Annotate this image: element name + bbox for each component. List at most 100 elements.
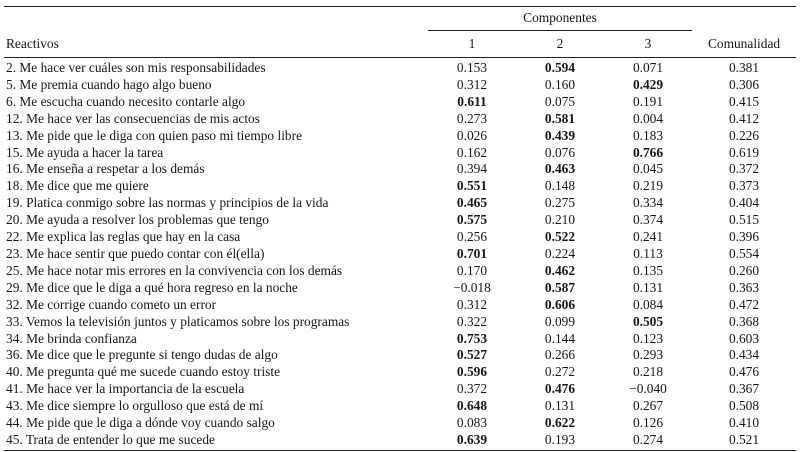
item-label: 41. Me hace ver la importancia de la esc… — [6, 381, 245, 397]
table-row: 19. Platica conmigo sobre las normas y p… — [4, 195, 796, 212]
component-1-loading: 0.465 — [456, 195, 488, 211]
table-row: 44. Me pide que le diga a dónde voy cuan… — [4, 415, 796, 432]
header-component-numbers-row: 1 2 3 — [4, 30, 796, 58]
component-1-loading: 0.083 — [456, 415, 488, 431]
component-1-loading: −0.018 — [453, 279, 491, 295]
table-row: 2. Me hace ver cuáles son mis responsabi… — [4, 58, 796, 77]
communality-value: 0.508 — [728, 398, 760, 414]
table-row: 16. Me enseña a respetar a los demás 0.39… — [4, 161, 796, 178]
component-3-loading: 0.219 — [632, 178, 664, 194]
component-2-loading: 0.275 — [544, 195, 576, 211]
communality-value: 0.260 — [728, 262, 760, 278]
communality-value: 0.603 — [728, 330, 760, 346]
factor-loadings-table: Reactivos Componentes Comunalidad 1 2 3 … — [4, 6, 797, 451]
item-label: 20. Me ayuda a resolver los problemas qu… — [6, 212, 269, 228]
component-2-loading: 0.131 — [544, 398, 576, 414]
component-1-loading: 0.372 — [456, 381, 488, 397]
component-3-loading: 0.274 — [604, 431, 693, 451]
component-2-loading: 0.462 — [544, 262, 576, 278]
component-3-loading: 0.071 — [632, 60, 664, 75]
component-3-loading: 0.123 — [632, 330, 664, 346]
table-row: 18. Me dice que me quiere 0.551 0.148 0.219… — [4, 178, 796, 195]
component-1-loading: 0.639 — [428, 431, 516, 451]
item-label: 22. Me explica las reglas que hay en la … — [6, 229, 241, 245]
table-row: 29. Me dice que le diga a qué hora regre… — [4, 280, 796, 297]
component-3-loading: 0.126 — [632, 415, 664, 431]
table-row: 36. Me dice que le pregunte si tengo dud… — [4, 347, 796, 364]
table-row: 22. Me explica las reglas que hay en la … — [4, 229, 796, 246]
component-2-loading: 0.594 — [544, 60, 576, 75]
table-row: 12. Me hace ver las consecuencias de mis… — [4, 111, 796, 128]
component-2-loading: 0.622 — [544, 415, 576, 431]
component-1-loading: 0.394 — [456, 161, 488, 177]
table-row: 32. Me corrige cuando cometo un error 0.3… — [4, 297, 796, 314]
communality-value: 0.521 — [692, 431, 797, 451]
table-row: 25. Me hace notar mis errores en la conv… — [4, 263, 796, 280]
item-label: 6. Me escucha cuando necesito contarle a… — [6, 93, 246, 109]
component-3-loading: 0.084 — [632, 296, 664, 312]
component-1-loading: 0.170 — [456, 262, 488, 278]
communality-value: 0.410 — [728, 415, 760, 431]
component-1-loading: 0.575 — [456, 212, 488, 228]
column-header-reactivos: Reactivos — [4, 6, 428, 58]
item-label: 18. Me dice que me quiere — [6, 178, 149, 194]
item-label: 12. Me hace ver las consecuencias de mis… — [6, 110, 260, 126]
component-2-loading: 0.606 — [544, 296, 576, 312]
component-2-loading: 0.463 — [544, 161, 576, 177]
communality-value: 0.476 — [728, 364, 760, 380]
component-3-loading: 0.505 — [632, 313, 664, 329]
table-header: Reactivos Componentes Comunalidad 1 2 3 — [4, 6, 797, 58]
column-group-componentes: Componentes — [428, 6, 693, 31]
communality-value: 0.306 — [728, 76, 760, 92]
component-3-loading: 0.135 — [632, 262, 664, 278]
item-label: 40. Me pregunta qué me sucede cuando est… — [6, 364, 281, 380]
table-row: 23. Me hace sentir que puedo contar con … — [4, 246, 796, 263]
component-3-loading: 0.218 — [632, 364, 664, 380]
table-row: 20. Me ayuda a resolver los problemas qu… — [4, 212, 796, 229]
component-1-loading: 0.322 — [456, 313, 488, 329]
component-2-loading: 0.075 — [544, 93, 576, 109]
component-2-loading: 0.193 — [516, 431, 604, 451]
item-label: 29. Me dice que le diga a qué hora regre… — [6, 279, 298, 295]
component-1-loading: 0.312 — [456, 76, 488, 92]
component-2-loading: 0.266 — [544, 347, 576, 363]
component-2-loading: 0.522 — [544, 229, 576, 245]
component-1-loading: 0.527 — [456, 347, 488, 363]
item-label: 5. Me premia cuando hago algo bueno — [6, 76, 212, 92]
communality-value: 0.415 — [728, 93, 760, 109]
item-label: 32. Me corrige cuando cometo un error — [6, 296, 217, 312]
component-1-loading: 0.273 — [456, 110, 488, 126]
component-3-loading: 0.334 — [632, 195, 664, 211]
component-3-loading: 0.766 — [632, 144, 664, 160]
component-2-loading: 0.099 — [544, 313, 576, 329]
component-3-loading: 0.113 — [633, 245, 663, 261]
component-2-loading: 0.210 — [544, 212, 576, 228]
communality-value: 0.367 — [728, 381, 760, 397]
table-row: 6. Me escucha cuando necesito contarle a… — [4, 94, 796, 111]
communality-value: 0.226 — [728, 127, 760, 143]
component-2-loading: 0.148 — [544, 178, 576, 194]
item-label: 15. Me ayuda a hacer la tarea — [6, 144, 164, 160]
table-row: 34. Me brinda confianza 0.753 0.144 0.123 0.… — [4, 331, 796, 348]
component-1-loading: 0.701 — [456, 245, 488, 261]
communality-value: 0.515 — [728, 212, 760, 228]
communality-value: 0.396 — [728, 229, 760, 245]
component-3-loading: 0.191 — [632, 93, 664, 109]
table-row: 15. Me ayuda a hacer la tarea 0.162 0.076 0… — [4, 145, 796, 162]
component-2-loading: 0.581 — [544, 110, 576, 126]
item-label: 25. Me hace notar mis errores en la conv… — [6, 262, 343, 278]
component-1-loading: 0.026 — [456, 127, 488, 143]
item-label: 13. Me pide que le diga con quien paso m… — [6, 127, 303, 143]
table-row: 41. Me hace ver la importancia de la esc… — [4, 381, 796, 398]
component-1-loading: 0.162 — [456, 144, 488, 160]
communality-value: 0.472 — [728, 296, 760, 312]
column-header-comunalidad: Comunalidad — [692, 6, 797, 58]
communality-value: 0.554 — [728, 245, 760, 261]
table-row: 5. Me premia cuando hago algo bueno 0.312… — [4, 77, 796, 94]
component-3-loading: 0.374 — [632, 212, 664, 228]
communality-value: 0.412 — [728, 110, 760, 126]
communality-value: 0.404 — [728, 195, 760, 211]
component-1-loading: 0.753 — [456, 330, 488, 346]
item-label: 19. Platica conmigo sobre las normas y p… — [6, 195, 329, 211]
